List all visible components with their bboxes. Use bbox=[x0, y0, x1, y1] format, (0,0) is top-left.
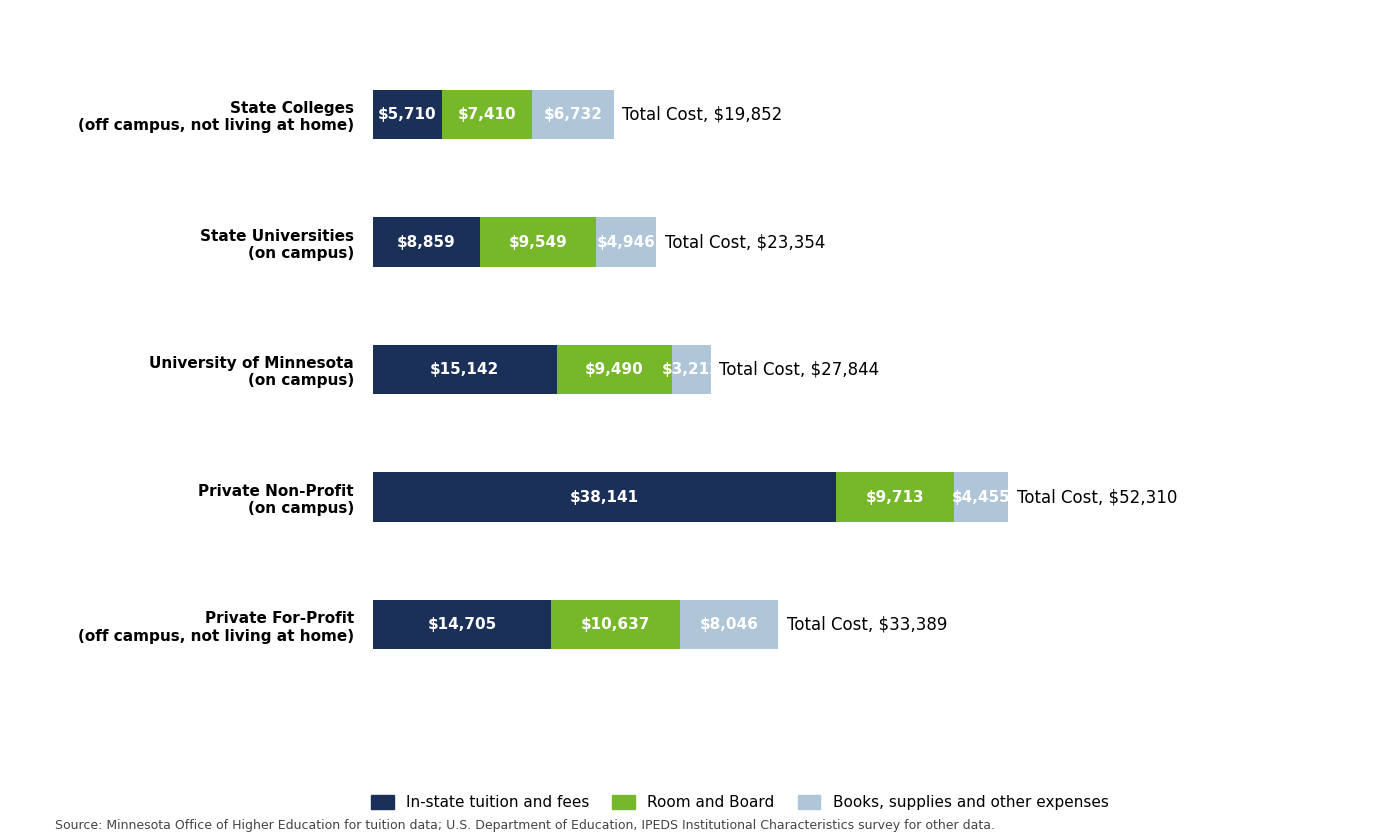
Text: $9,549: $9,549 bbox=[509, 234, 567, 249]
Text: Total Cost, $33,389: Total Cost, $33,389 bbox=[787, 616, 947, 633]
Text: $10,637: $10,637 bbox=[581, 617, 650, 633]
Bar bbox=[480, 218, 596, 267]
Text: Total Cost, $23,354: Total Cost, $23,354 bbox=[665, 233, 825, 251]
Text: $7,410: $7,410 bbox=[458, 107, 516, 122]
Text: $8,859: $8,859 bbox=[397, 234, 455, 249]
Text: $4,946: $4,946 bbox=[598, 234, 655, 249]
Bar bbox=[373, 90, 442, 139]
Text: Total Cost, $19,852: Total Cost, $19,852 bbox=[622, 106, 782, 123]
Legend: In-state tuition and fees, Room and Board, Books, supplies and other expenses: In-state tuition and fees, Room and Boar… bbox=[364, 790, 1115, 816]
Bar bbox=[373, 218, 480, 267]
Text: $5,710: $5,710 bbox=[378, 107, 436, 122]
Text: $9,713: $9,713 bbox=[865, 490, 925, 505]
Text: $14,705: $14,705 bbox=[428, 617, 497, 633]
Bar bbox=[373, 600, 551, 649]
Text: $3,212: $3,212 bbox=[662, 362, 720, 377]
Text: Source: Minnesota Office of Higher Education for tuition data; U.S. Department o: Source: Minnesota Office of Higher Educa… bbox=[55, 819, 995, 832]
Text: Total Cost, $52,310: Total Cost, $52,310 bbox=[1017, 488, 1177, 507]
Text: $15,142: $15,142 bbox=[431, 362, 500, 377]
Bar bbox=[596, 218, 657, 267]
Bar bbox=[533, 90, 614, 139]
Text: $6,732: $6,732 bbox=[544, 107, 603, 122]
Bar bbox=[836, 472, 954, 522]
Bar bbox=[373, 472, 836, 522]
Text: $8,046: $8,046 bbox=[700, 617, 759, 633]
Text: $9,490: $9,490 bbox=[585, 362, 643, 377]
Text: Total Cost, $27,844: Total Cost, $27,844 bbox=[719, 360, 879, 379]
Bar bbox=[954, 472, 1009, 522]
Bar bbox=[442, 90, 533, 139]
Bar bbox=[551, 600, 680, 649]
Bar bbox=[672, 345, 711, 394]
Bar bbox=[373, 345, 556, 394]
Text: $38,141: $38,141 bbox=[570, 490, 639, 505]
Text: $4,455: $4,455 bbox=[952, 490, 1010, 505]
Bar bbox=[556, 345, 672, 394]
Bar bbox=[680, 600, 778, 649]
